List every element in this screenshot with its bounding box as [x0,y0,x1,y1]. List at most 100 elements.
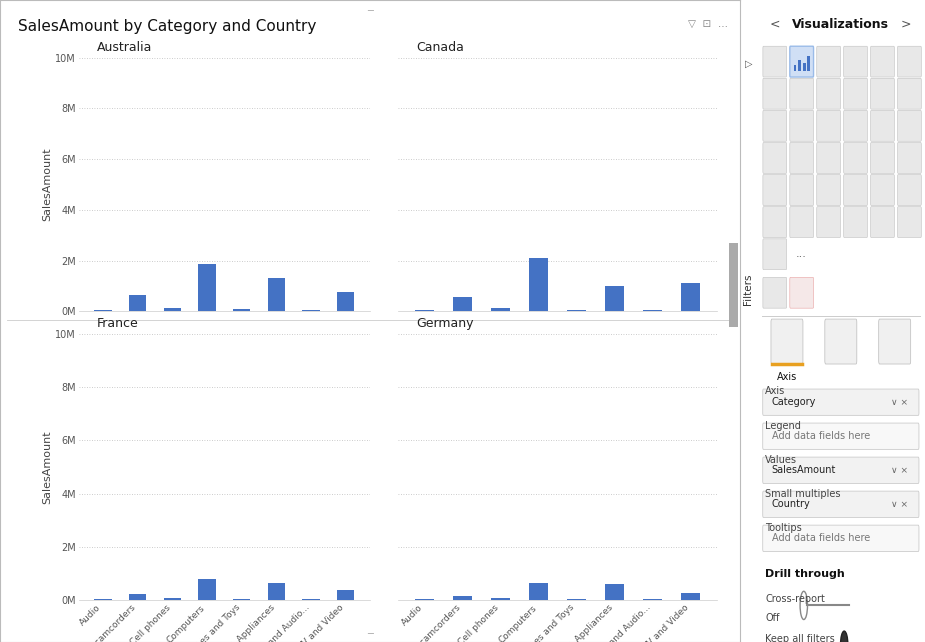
Bar [337,292,354,311]
FancyBboxPatch shape [897,207,921,238]
Bar [491,308,510,311]
FancyBboxPatch shape [870,46,894,77]
FancyBboxPatch shape [763,239,786,270]
Bar [414,310,434,311]
FancyBboxPatch shape [844,207,868,238]
Text: >: > [901,18,911,31]
Bar [681,284,700,311]
Text: Values: Values [765,455,797,465]
FancyBboxPatch shape [825,319,857,364]
FancyBboxPatch shape [763,143,786,173]
Text: Legend: Legend [765,421,801,431]
Text: Filters: Filters [744,273,753,305]
Bar [198,580,216,600]
Bar [643,599,661,600]
Bar [233,599,251,600]
Text: Canada: Canada [416,41,464,54]
Bar [337,590,354,600]
FancyBboxPatch shape [763,175,786,205]
FancyBboxPatch shape [817,143,841,173]
Bar [129,295,146,311]
FancyBboxPatch shape [790,277,814,308]
Text: Axis: Axis [765,386,785,397]
FancyBboxPatch shape [763,277,786,308]
Bar [567,309,586,311]
Bar [491,598,510,600]
Text: ∨ ×: ∨ × [891,397,908,407]
Bar [794,65,796,71]
FancyBboxPatch shape [763,207,786,238]
FancyBboxPatch shape [771,319,803,364]
FancyBboxPatch shape [763,46,786,77]
FancyBboxPatch shape [844,110,868,141]
Text: SalesAmount by Category and Country: SalesAmount by Category and Country [18,19,317,34]
Text: ─: ─ [367,6,373,17]
Bar [129,594,146,600]
Bar [94,310,112,311]
Text: Germany: Germany [416,317,474,330]
FancyBboxPatch shape [870,207,894,238]
FancyBboxPatch shape [790,46,814,77]
Y-axis label: SalesAmount: SalesAmount [43,430,53,504]
FancyBboxPatch shape [817,78,841,109]
Bar [453,596,472,600]
Bar [267,279,285,311]
Bar [233,309,251,311]
Text: Off: Off [765,613,780,623]
FancyBboxPatch shape [844,46,868,77]
Text: ▽  ⊡  …: ▽ ⊡ … [688,19,728,30]
FancyBboxPatch shape [763,423,919,449]
FancyBboxPatch shape [763,491,919,517]
Bar [529,583,548,600]
Text: Small multiples: Small multiples [765,489,841,499]
Text: Country: Country [771,499,810,509]
Bar [729,243,738,327]
Text: ∨ ×: ∨ × [891,465,908,475]
Bar [567,599,586,600]
Bar [643,310,661,311]
Text: SalesAmount: SalesAmount [771,465,836,475]
Bar [267,583,285,600]
Text: ▷: ▷ [745,59,752,69]
Circle shape [841,631,848,642]
FancyBboxPatch shape [870,110,894,141]
Text: ...: ... [796,249,808,259]
Text: Axis: Axis [777,372,797,383]
Bar [605,584,623,600]
FancyBboxPatch shape [897,175,921,205]
Bar [529,258,548,311]
FancyBboxPatch shape [763,78,786,109]
Text: Cross-report: Cross-report [765,594,825,604]
FancyBboxPatch shape [897,78,921,109]
Text: Category: Category [771,397,816,407]
Text: Keep all filters: Keep all filters [765,634,835,642]
Text: Add data fields here: Add data fields here [771,534,870,543]
Text: Drill through: Drill through [765,569,845,580]
Bar [803,62,806,71]
FancyBboxPatch shape [870,78,894,109]
Text: Add data fields here: Add data fields here [771,431,870,441]
Y-axis label: SalesAmount: SalesAmount [43,148,53,221]
Bar [798,60,801,71]
FancyBboxPatch shape [790,110,814,141]
FancyBboxPatch shape [844,143,868,173]
Text: <: < [771,18,781,31]
Bar [605,286,623,311]
FancyBboxPatch shape [844,175,868,205]
FancyBboxPatch shape [879,319,911,364]
Bar [453,297,472,311]
FancyBboxPatch shape [897,110,921,141]
FancyBboxPatch shape [763,525,919,551]
FancyBboxPatch shape [763,457,919,483]
Bar [808,56,810,71]
Text: ∨ ×: ∨ × [891,499,908,509]
Bar [164,308,181,311]
Bar [164,598,181,600]
FancyBboxPatch shape [870,175,894,205]
FancyBboxPatch shape [790,78,814,109]
Bar [94,599,112,600]
Bar [302,599,320,600]
FancyBboxPatch shape [790,207,814,238]
FancyBboxPatch shape [790,143,814,173]
FancyBboxPatch shape [790,175,814,205]
